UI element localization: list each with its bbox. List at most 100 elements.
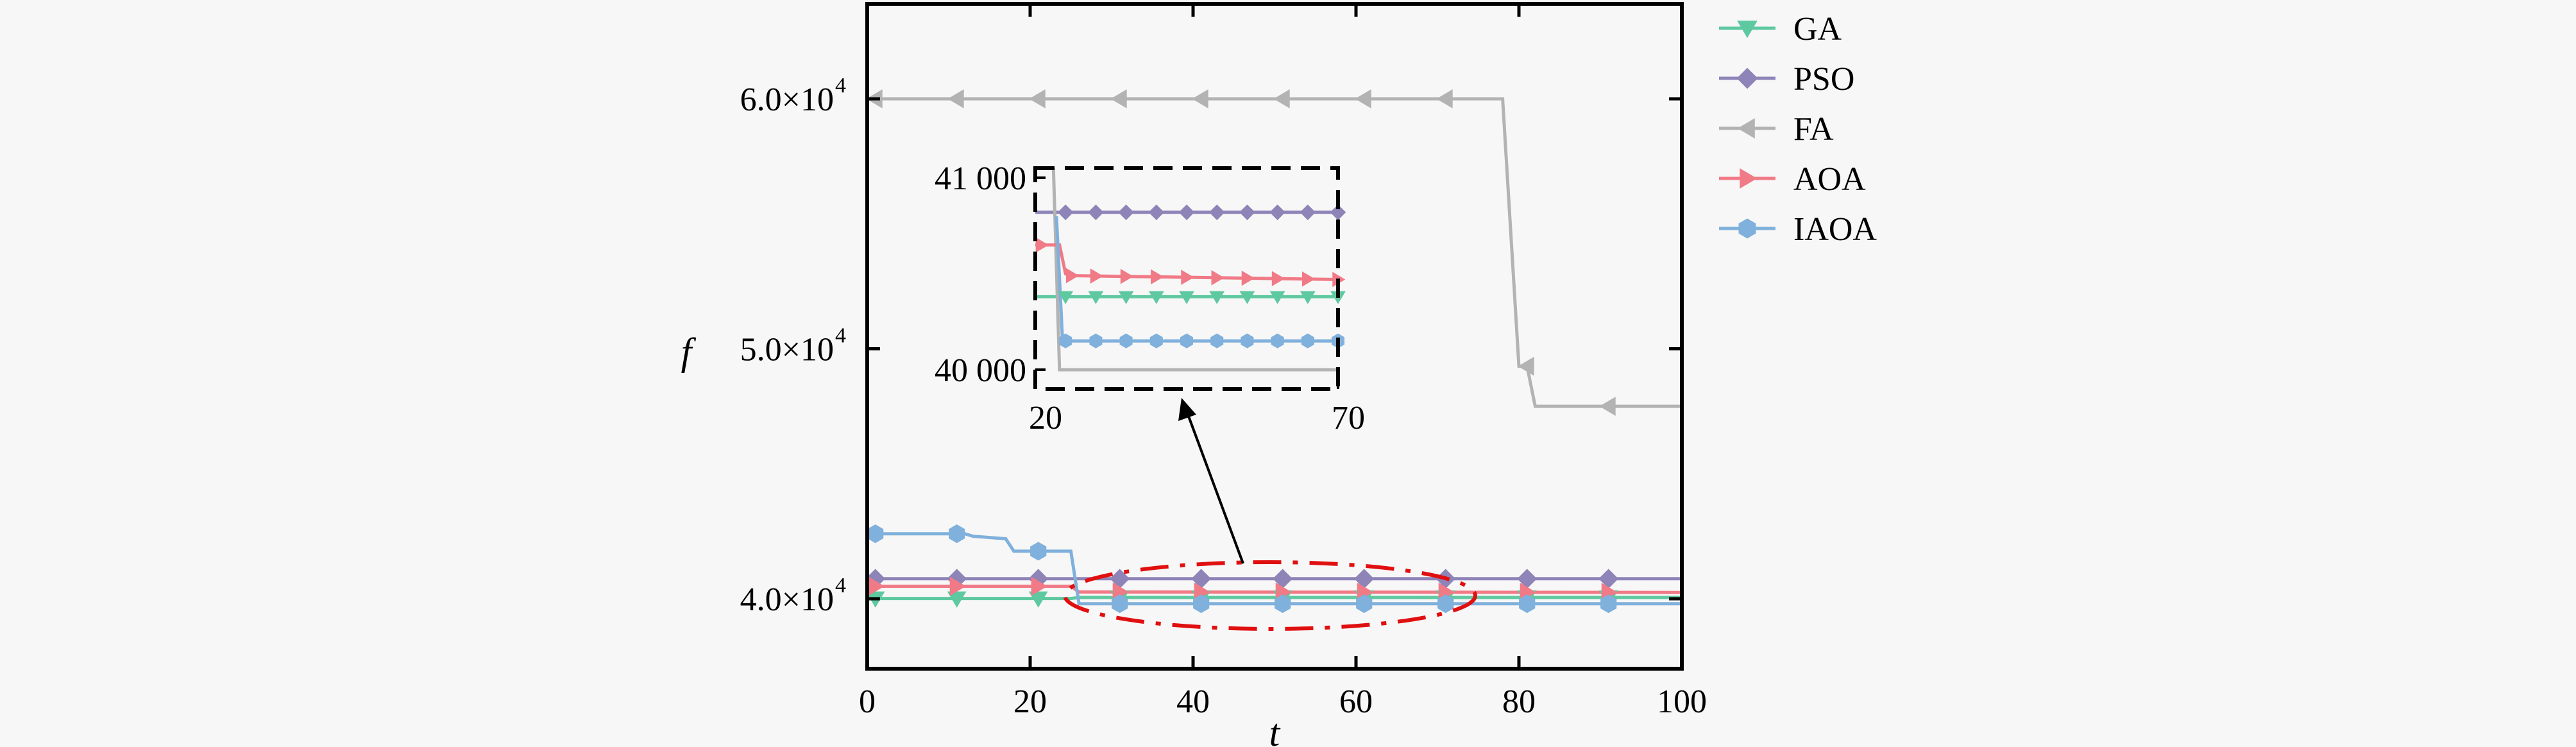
zoom-arrow-line [1187, 414, 1244, 564]
inset-x-tick-label: 20 [1029, 400, 1062, 436]
legend-marker-aoa [1740, 168, 1758, 189]
inset-x-tick-label: 70 [1332, 400, 1365, 436]
y-tick-label: 4.0×10 [740, 581, 834, 618]
marker-fa [947, 89, 964, 108]
marker-fa [1273, 89, 1290, 108]
marker-aoa [949, 576, 966, 596]
marker-iaoa [1600, 594, 1617, 614]
inset-marker-ga [1209, 291, 1225, 304]
inset-marker-iaoa [1089, 333, 1103, 348]
inset-marker-pso [1239, 204, 1255, 221]
inset-marker-aoa [1211, 270, 1224, 286]
marker-iaoa [1356, 594, 1373, 614]
inset-marker-pso [1057, 204, 1074, 221]
legend-label: AOA [1793, 161, 1866, 198]
marker-fa [1518, 356, 1534, 376]
inset-marker-iaoa [1210, 333, 1224, 348]
legend-item-iaoa: IAOA [1719, 211, 1877, 248]
marker-iaoa [1437, 594, 1454, 614]
marker-fa [1355, 89, 1371, 108]
inset-marker-iaoa [1149, 333, 1163, 348]
inset-marker-aoa [1120, 268, 1133, 284]
inset-y-tick-label: 41 000 [935, 160, 1026, 197]
inset-marker-iaoa [1119, 333, 1133, 348]
inset-series-line-fa [1051, 167, 1338, 372]
legend-marker-ga [1737, 21, 1758, 39]
inset-frame [1033, 166, 1340, 391]
inset-marker-pso [1148, 204, 1165, 221]
inset-chart: 40 000 41 000 20 70 [935, 160, 1365, 436]
marker-fa [1192, 89, 1208, 108]
y-tick-label: 5.0×10 [740, 331, 834, 368]
legend-item-ga: GA [1719, 11, 1842, 47]
inset-marker-ga [1239, 291, 1255, 304]
zoom-ellipse [1063, 560, 1477, 631]
legend-marker-fa [1737, 118, 1755, 139]
marker-fa [1110, 89, 1127, 108]
inset-marker-aoa [1065, 268, 1080, 284]
inset-marker-pso [1088, 204, 1104, 221]
inset-marker-iaoa [1180, 333, 1193, 348]
legend-label: GA [1793, 11, 1842, 47]
legend-item-fa: FA [1719, 111, 1834, 148]
marker-iaoa [1275, 594, 1291, 614]
legend-item-aoa: AOA [1719, 161, 1866, 198]
inset-marker-ga [1088, 291, 1104, 304]
inset-marker-iaoa [1241, 333, 1254, 348]
inset-marker-pso [1208, 204, 1225, 221]
series-line-ga [867, 596, 1682, 601]
inset-marker-pso [1118, 204, 1134, 221]
x-tick-label: 40 [1176, 683, 1210, 720]
y-tick-exponent: 4 [835, 574, 846, 597]
legend-label: PSO [1793, 61, 1854, 98]
legend-marker-pso [1736, 67, 1758, 89]
inset-marker-ga [1300, 291, 1316, 304]
legend-item-pso: PSO [1719, 61, 1854, 98]
legend-label: FA [1793, 111, 1834, 148]
marker-iaoa [1519, 594, 1536, 614]
inset-marker-ga [1179, 291, 1194, 304]
x-tick-label: 80 [1502, 683, 1536, 720]
marker-ga [947, 591, 967, 608]
marker-ga [1028, 591, 1048, 608]
x-tick-label: 100 [1657, 683, 1707, 720]
inset-marker-aoa [1181, 270, 1194, 285]
marker-fa [1599, 397, 1616, 416]
y-axis-title: f [681, 331, 697, 373]
series-line-aoa [867, 585, 1682, 594]
x-axis-title: t [1269, 712, 1281, 747]
legend: GA PSO FA AOA IAOA [1719, 11, 1877, 248]
inset-marker-iaoa [1301, 333, 1314, 348]
x-tick-label: 60 [1339, 683, 1373, 720]
inset-y-tick-label: 40 000 [935, 352, 1026, 389]
plot-frame [865, 2, 1684, 671]
y-tick-exponent: 4 [835, 74, 846, 98]
marker-iaoa [949, 524, 965, 544]
marker-fa [1436, 89, 1453, 108]
y-tick-exponent: 4 [835, 323, 846, 347]
legend-label: IAOA [1793, 211, 1877, 248]
inset-marker-iaoa [1271, 333, 1284, 348]
zoom-annotation [1063, 398, 1477, 631]
series-line-iaoa [867, 532, 1682, 606]
inset-marker-iaoa [1059, 333, 1072, 348]
marker-iaoa [1112, 594, 1128, 614]
inset-marker-pso [1300, 204, 1316, 221]
inset-marker-aoa [1241, 270, 1255, 286]
y-tick-label: 6.0×10 [740, 82, 834, 118]
inset-marker-ga [1148, 291, 1164, 304]
inset-marker-aoa [1151, 269, 1164, 285]
inset-marker-pso [1269, 204, 1285, 221]
inset-marker-aoa [1302, 271, 1316, 287]
marker-fa [1029, 89, 1046, 108]
zoom-arrow-head [1178, 398, 1196, 421]
marker-iaoa [1030, 542, 1047, 561]
inset-marker-aoa [1090, 268, 1103, 284]
legend-marker-iaoa [1738, 218, 1756, 239]
inset-marker-ga [1269, 291, 1285, 304]
inset-marker-aoa [1035, 237, 1049, 253]
x-tick-label: 20 [1013, 683, 1047, 720]
